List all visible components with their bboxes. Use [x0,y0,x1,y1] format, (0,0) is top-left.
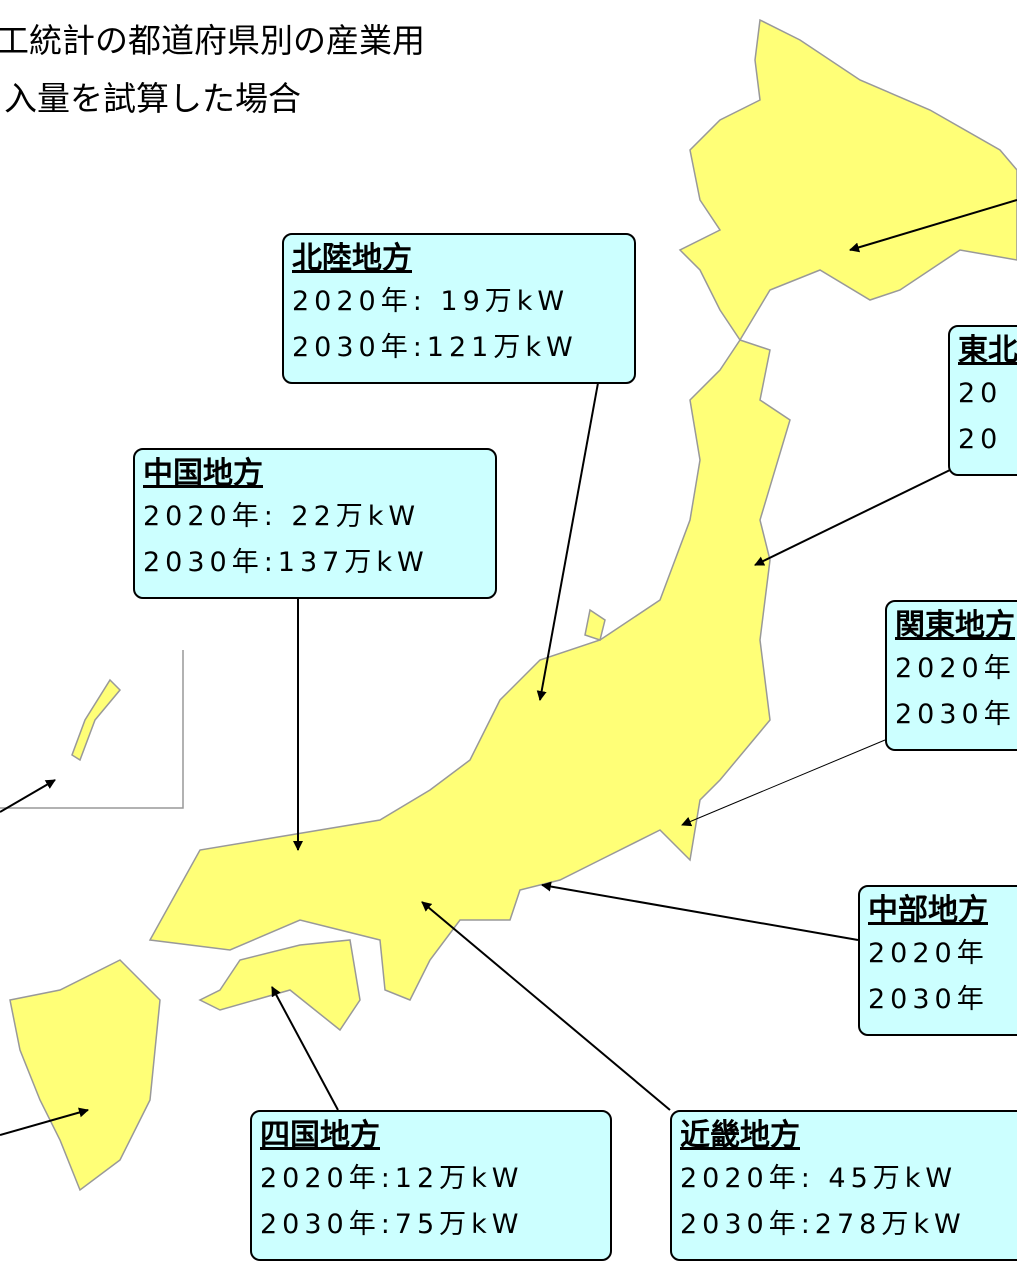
callout-title: 中国地方 [143,456,263,491]
callout: 中国地方 2020年: 22万kW 2030年:137万kW [133,448,497,599]
callout-title: 北陸地方 [292,241,412,276]
callout-title: 四国地方 [260,1118,380,1153]
callout: 四国地方 2020年:12万kW 2030年:75万kW [250,1110,612,1261]
callout-line: 20 [958,424,1003,455]
sado [584,608,606,641]
callout-line: 2020年:12万kW [260,1163,524,1194]
title-line: 工統計の都道府県別の産業用 [0,21,425,60]
callout-line: 2030年:75万kW [260,1209,524,1240]
callout-title: 東北 [958,333,1017,368]
callout-title: 関東地方 [895,608,1015,643]
japan [9,18,1017,1192]
arrow [754,469,951,566]
title-line: 入量を試算した場合 [4,79,301,118]
callout: 関東地方 2020年 2030年 [885,600,1017,751]
arrow [271,986,339,1111]
arrow [0,1107,89,1136]
callout-line: 2030年 [868,984,989,1015]
arrow [541,881,859,941]
okinawa [71,678,122,762]
callout-line: 2020年: 45万kW [680,1163,958,1194]
callout-line: 2030年 [895,699,1016,730]
callout-line: 2030年:121万kW [292,332,578,363]
inset-frame [0,650,184,809]
callout-line: 20 [958,378,1003,409]
callout: 中部地方 2020年 2030年 [858,885,1017,1036]
arrow [681,739,886,827]
callout-line: 2020年: 22万kW [143,501,421,532]
callout-line: 2030年:278万kW [680,1209,966,1240]
kyushu [9,959,161,1192]
callout-title: 近畿地方 [680,1118,800,1153]
callout: 東北 20 20 [948,325,1017,476]
callout: 北陸地方 2020年: 19万kW 2030年:121万kW [282,233,636,384]
callout: 近畿地方 2020年: 45万kW 2030年:278万kW [670,1110,1017,1261]
arrow [0,779,56,813]
arrow [536,382,599,701]
arrow [421,901,671,1111]
callout-line: 2020年: 19万kW [292,286,570,317]
honshu [148,339,791,1001]
shikoku [198,939,361,1032]
callout-title: 中部地方 [868,893,988,928]
hokkaido [678,18,1017,342]
callout-line: 2020年 [868,938,989,969]
arrows [0,199,1017,1136]
arrow [849,199,1017,253]
callout-line: 2020年 [895,653,1016,684]
callout-line: 2030年:137万kW [143,547,429,578]
